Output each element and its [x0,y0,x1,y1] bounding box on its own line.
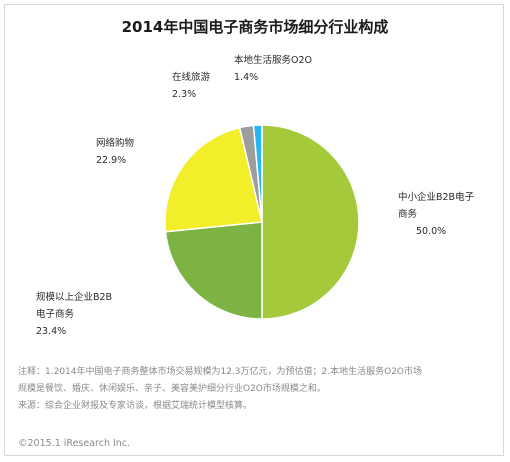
note-line-1: 注释：1.2014年中国电子商务整体市场交易规模为12.3万亿元，为预估值；2.… [18,367,423,377]
slice-category-label-3: 在线旅游 [172,71,211,83]
slice-category-label-2: 网络购物 [96,137,135,149]
slice-value-label-3: 2.3% [172,89,196,100]
slice-value-label-1: 23.4% [36,326,66,337]
chart-frame [4,4,504,456]
slice-category-label-1: 规模以上企业B2B [36,291,112,303]
slice-category-label-4: 本地生活服务O2O [234,54,312,66]
slice-value-label-0: 50.0% [416,226,446,237]
source-line: 来源：综合企业财报及专家访谈，根据艾瑞统计模型核算。 [18,401,253,411]
pie-slice-2 [164,126,263,233]
slice-value-label-4: 1.4% [234,72,258,83]
copyright: ©2015.1 iResearch Inc. [18,438,131,449]
slice-category-label-1: 电子商务 [36,308,75,320]
pie-slice-4 [252,124,263,223]
slice-category-label-0: 中小企业B2B电子 [398,191,475,203]
note-line-2: 规模是餐饮、婚庆、休闲娱乐、亲子、美容美护细分行业O2O市场规模之和。 [18,384,326,394]
slice-category-label-0: 商务 [398,208,418,220]
pie-slice-0 [261,124,360,320]
slice-value-label-2: 22.9% [96,155,126,166]
chart-title: 2014年中国电子商务市场细分行业构成 [121,18,389,36]
chart-notes: 注释：1.2014年中国电子商务整体市场交易规模为12.3万亿元，为预估值；2.… [18,364,492,415]
pie-slice-1 [164,221,263,320]
